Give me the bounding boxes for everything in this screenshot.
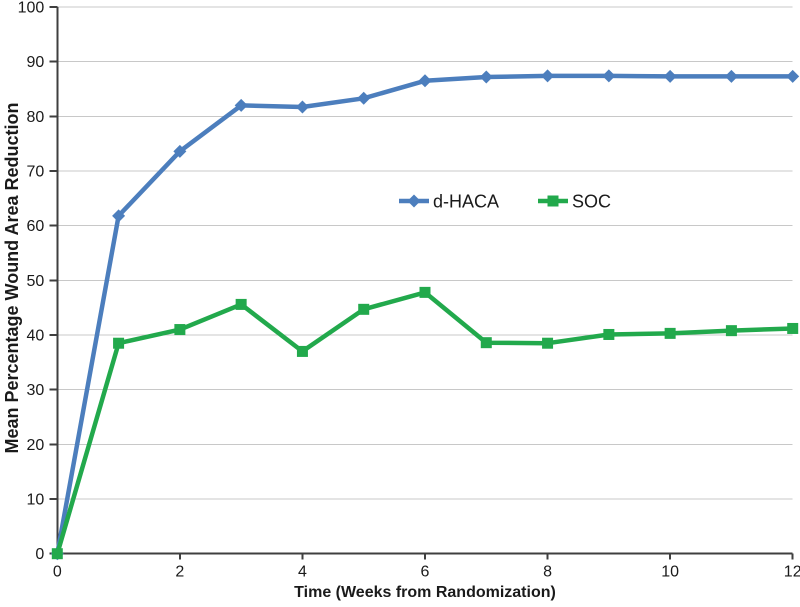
x-tick-label-10: 10 [661,564,679,581]
marker-SOC-week-2 [174,324,186,336]
marker-SOC-week-8 [542,337,554,349]
y-tick-label-70: 70 [27,164,45,181]
marker-SOC-week-0 [51,548,63,560]
marker-d-HACA-week-9 [602,69,616,83]
marker-d-HACA-week-4 [295,100,309,114]
marker-SOC-week-6 [419,286,431,298]
marker-SOC-week-1 [113,337,125,349]
x-axis-title: Time (Weeks from Randomization) [294,584,556,601]
marker-SOC-week-5 [358,303,370,315]
y-tick-label-10: 10 [27,492,45,509]
x-tick-label-0: 0 [53,564,62,581]
marker-SOC-week-9 [603,328,615,340]
marker-d-HACA-week-2 [173,144,187,158]
marker-SOC-week-4 [296,345,308,357]
series-line-d-HACA [55,73,795,556]
y-axis-title: Mean Percentage Wound Area Reduction [2,102,22,453]
x-tick-label-6: 6 [421,564,430,581]
marker-d-HACA-week-10 [663,69,677,83]
series-d-HACA [50,69,800,561]
marker-d-HACA-week-11 [724,69,738,83]
legend-marker-d-HACA [407,194,421,208]
x-tick-labels: 0 2 4 6 8 10 12 [53,564,800,581]
x-tick-label-2: 2 [175,564,184,581]
marker-SOC-week-12 [787,322,799,334]
plot-series [50,69,800,561]
y-tick-label-100: 100 [18,0,45,17]
marker-d-HACA-week-5 [357,91,371,105]
y-tick-label-80: 80 [27,109,45,126]
axis-ticks [49,6,794,560]
series-SOC [51,286,799,560]
y-tick-label-0: 0 [35,546,44,563]
marker-d-HACA-week-7 [479,70,493,84]
y-tick-label-40: 40 [27,328,45,345]
marker-SOC-week-3 [235,298,247,310]
x-tick-label-12: 12 [784,564,800,581]
legend-label-d-HACA: d-HACA [433,192,499,212]
marker-d-HACA-week-12 [786,69,800,83]
marker-d-HACA-week-6 [418,74,432,88]
y-tick-label-30: 30 [27,382,45,399]
series-line-SOC [55,290,795,556]
legend-item-d-HACA: d-HACA [399,192,499,212]
marker-SOC-week-11 [725,325,737,337]
y-tick-label-50: 50 [27,273,45,290]
marker-SOC-week-7 [480,337,492,349]
legend-label-SOC: SOC [572,192,611,212]
y-tick-label-90: 90 [27,54,45,71]
marker-d-HACA-week-3 [234,98,248,112]
y-tick-labels: 0 10 20 30 40 50 60 70 80 90 100 [18,0,45,563]
legend-item-SOC: SOC [538,192,611,212]
y-tick-label-60: 60 [27,218,45,235]
marker-d-HACA-week-8 [541,69,555,83]
legend-marker-SOC [547,195,559,207]
x-tick-label-8: 8 [543,564,552,581]
marker-SOC-week-10 [664,327,676,339]
y-tick-label-20: 20 [27,437,45,454]
marker-d-HACA-week-1 [112,209,126,223]
legend: d-HACA SOC [399,192,611,212]
x-tick-label-4: 4 [298,564,307,581]
